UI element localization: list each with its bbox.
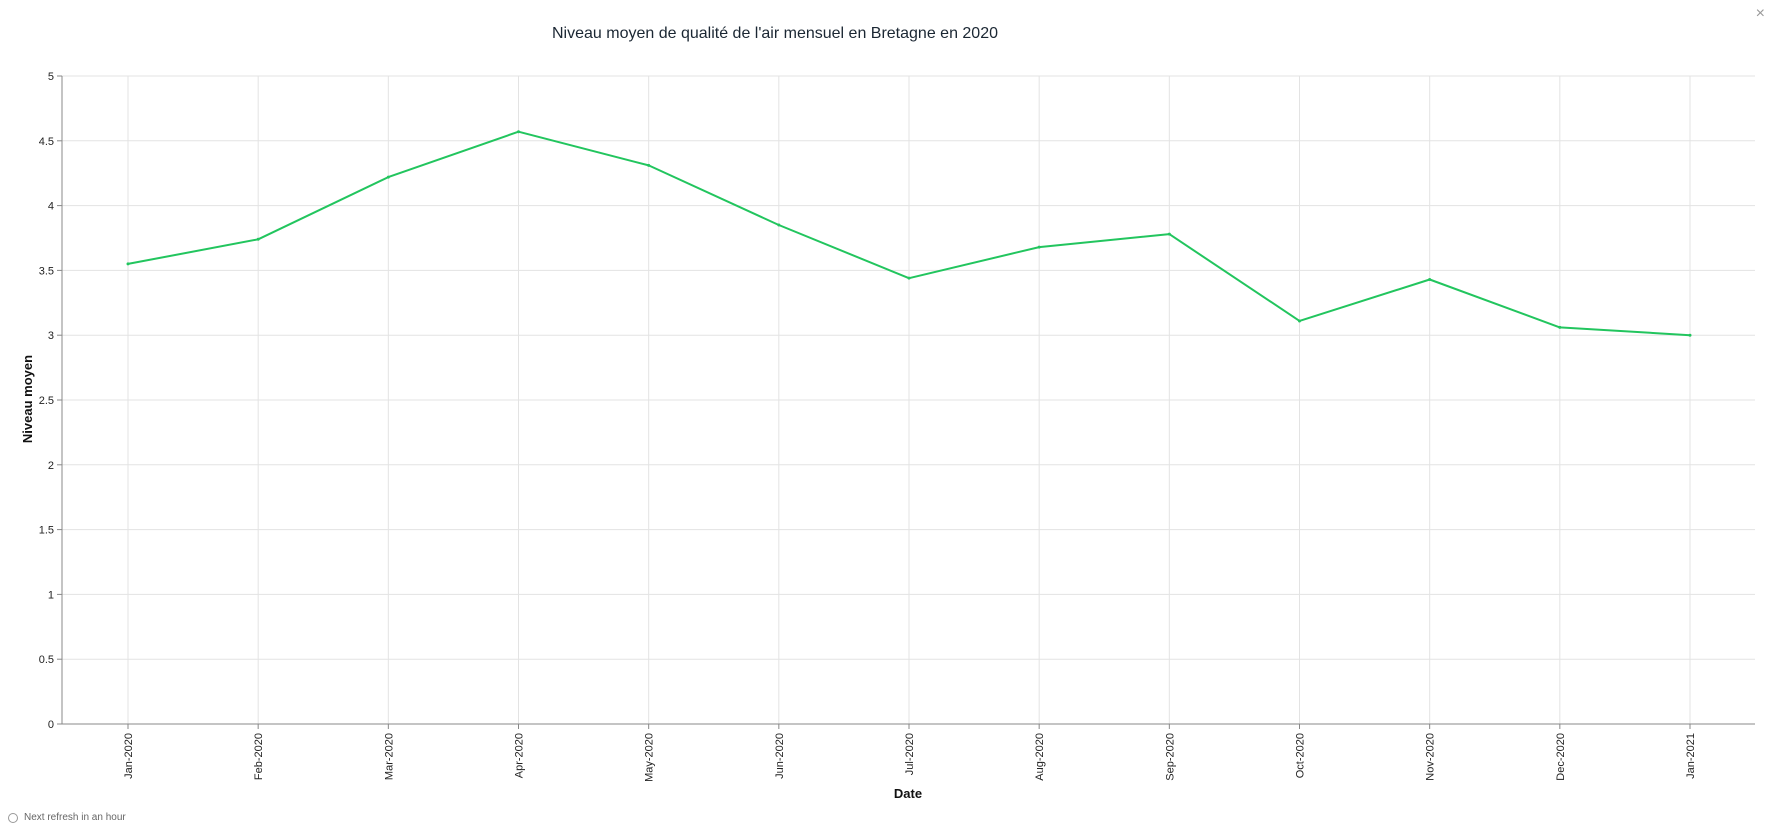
- x-tick-label: Apr-2020: [514, 733, 526, 778]
- y-tick-label: 1.5: [39, 525, 54, 537]
- y-tick-label: 3: [48, 330, 54, 342]
- x-tick-label: Jan-2020: [123, 733, 135, 779]
- y-tick-label: 2: [48, 460, 54, 472]
- data-point[interactable]: [1688, 333, 1692, 337]
- x-tick-label: Jul-2020: [904, 733, 916, 775]
- grid-layer: [62, 75, 1755, 725]
- y-tick-label: 1: [48, 589, 54, 601]
- series-layer: [126, 130, 1692, 337]
- y-tick-label: 5: [48, 71, 54, 83]
- chart-title: Niveau moyen de qualité de l'air mensuel…: [552, 25, 998, 42]
- data-point[interactable]: [647, 163, 651, 167]
- data-point[interactable]: [256, 237, 260, 241]
- x-tick-label: Sep-2020: [1164, 733, 1176, 781]
- data-point[interactable]: [1558, 325, 1562, 329]
- data-point[interactable]: [126, 262, 130, 266]
- refresh-status: Next refresh in an hour: [8, 812, 126, 823]
- x-tick-label: Mar-2020: [383, 733, 395, 780]
- data-point[interactable]: [386, 175, 390, 179]
- x-tick-label: Oct-2020: [1295, 733, 1307, 778]
- y-tick-label: 4.5: [39, 136, 54, 148]
- data-point[interactable]: [907, 276, 911, 280]
- y-axis-label: Niveau moyen: [20, 355, 35, 443]
- refresh-text: Next refresh in an hour: [24, 812, 126, 823]
- x-tick-label: Jun-2020: [774, 733, 786, 779]
- x-tick-label: May-2020: [644, 733, 656, 782]
- axes-layer: 0 0.5 1 1.5 2 2.5 3 3.5 4 4.5 5 Jan-2020 Feb-2020 Mar…: [39, 71, 1755, 782]
- y-tick-label: 4: [48, 201, 54, 213]
- x-tick-label: Jan-2021: [1685, 733, 1697, 779]
- y-tick-label: 0: [48, 719, 54, 731]
- x-tick-label: Dec-2020: [1555, 733, 1567, 781]
- y-tick-label: 3.5: [39, 265, 54, 277]
- x-tick-label: Nov-2020: [1425, 733, 1437, 781]
- data-point[interactable]: [1298, 319, 1301, 323]
- close-button[interactable]: ×: [1755, 5, 1765, 22]
- x-tick-label: Aug-2020: [1034, 733, 1046, 781]
- y-tick-label: 2.5: [39, 395, 54, 407]
- circle-outline-icon: [8, 812, 18, 823]
- data-point[interactable]: [1037, 245, 1041, 249]
- data-point[interactable]: [1428, 277, 1432, 281]
- data-point[interactable]: [777, 223, 781, 227]
- x-tick-label: Feb-2020: [253, 733, 265, 780]
- y-tick-label: 0.5: [39, 654, 54, 666]
- data-point[interactable]: [1167, 232, 1171, 236]
- data-point[interactable]: [517, 130, 520, 134]
- x-axis-label: Date: [894, 786, 922, 801]
